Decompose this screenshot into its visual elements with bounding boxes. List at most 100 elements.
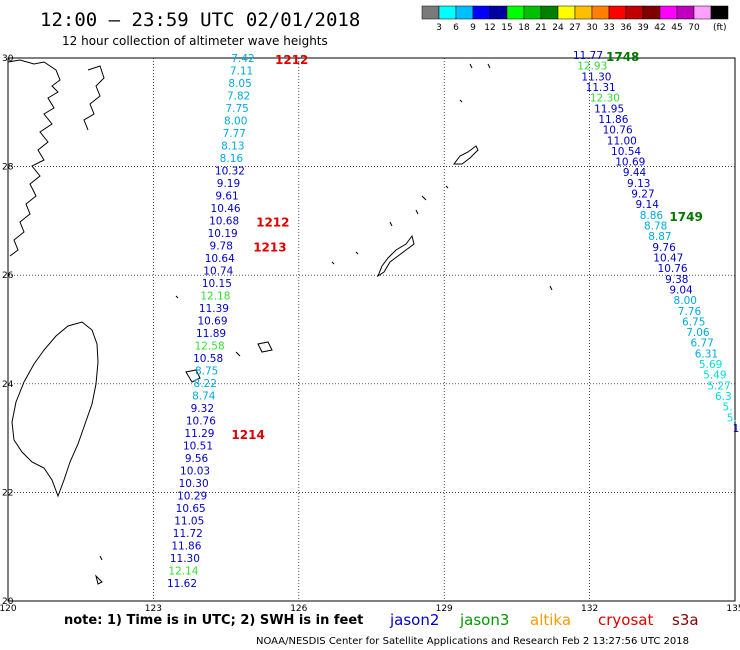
wave-height-label: 7.77 <box>223 128 246 140</box>
colorbar-swatch <box>591 5 610 20</box>
page-subtitle: 12 hour collection of altimeter wave hei… <box>62 34 328 48</box>
wave-height-label: 10.65 <box>176 503 206 515</box>
colorbar-swatch <box>489 5 508 20</box>
wave-height-label: 7.11 <box>230 66 253 78</box>
colorbar-label: 27 <box>569 23 580 33</box>
wave-height-label: 11.89 <box>196 328 226 340</box>
colorbar-label: 70 <box>688 23 700 33</box>
wave-height-label: 9.27 <box>631 189 654 201</box>
wave-height-label: 8.00 <box>674 295 697 307</box>
wave-height-label: 9.44 <box>623 167 647 179</box>
time-label: 1749 <box>669 210 702 224</box>
wave-height-label: 5.27 <box>707 380 730 392</box>
longitude-label: 135 <box>726 604 740 614</box>
wave-height-label: 9.14 <box>636 199 660 211</box>
coastlines <box>7 59 553 585</box>
wave-height-label: 9.13 <box>627 178 650 190</box>
taiwan-coastline <box>11 321 99 498</box>
wave-height-label: 10.03 <box>180 466 210 478</box>
wave-height-label: 7.82 <box>227 91 250 103</box>
longitude-label: 120 <box>0 604 17 614</box>
wave-height-label: 8.22 <box>194 378 217 390</box>
wave-height-label: 11.05 <box>174 516 204 528</box>
wave-height-label: 10.51 <box>183 441 213 453</box>
colorbar-label: 42 <box>654 23 665 33</box>
wave-height-label: 11.39 <box>199 303 229 315</box>
wave-height-label: 10.47 <box>653 252 683 264</box>
colorbar-label: 6 <box>453 23 459 33</box>
time-label: 1748 <box>606 50 639 64</box>
wave-height-label: 10.69 <box>615 157 645 169</box>
time-label: 1212 <box>256 216 289 230</box>
wave-height-label: 11.77 <box>573 50 603 62</box>
wave-height-label: 10.19 <box>208 228 238 240</box>
colorbar-label: 30 <box>586 23 598 33</box>
wave-height-label: 5. <box>727 412 737 424</box>
longitude-label: 123 <box>145 604 162 614</box>
wave-height-label: 11.62 <box>167 578 197 590</box>
footer-note: note: 1) Time is in UTC; 2) SWH is in fe… <box>64 613 363 628</box>
wave-height-label: 10.46 <box>211 203 241 215</box>
colorbar-swatch <box>455 5 474 20</box>
lat-lon-grid <box>8 58 735 601</box>
latitude-labels: 30 28 26 24 22 20 <box>2 54 14 607</box>
wave-height-label: 9.19 <box>217 178 240 190</box>
colorbar-swatch <box>710 5 729 20</box>
wave-height-label: 8.16 <box>220 153 244 165</box>
amami-island <box>453 145 479 165</box>
colorbar-label: 21 <box>535 23 546 33</box>
wave-height-label: 11.30 <box>581 71 611 83</box>
latitude-label: 24 <box>2 380 14 390</box>
wave-height-label: 10.76 <box>658 263 688 275</box>
wave-height-label: 9.76 <box>652 242 676 254</box>
wave-height-label: 6.75 <box>682 316 705 328</box>
legend-cryosat: cryosat <box>598 611 653 629</box>
colorbar-label: 3 <box>436 23 442 33</box>
wave-height-label: 10.15 <box>202 278 232 290</box>
legend-altika: altika <box>530 611 571 629</box>
east-track-labels: 11.7712.9311.3011.3112.3011.9511.8610.76… <box>573 50 739 435</box>
colorbar-swatch <box>523 5 542 20</box>
wave-height-label: 12.14 <box>168 566 198 578</box>
wave-height-label: 7.76 <box>678 306 702 318</box>
wave-height-label: 9.61 <box>215 191 238 203</box>
mainland-coast-islands <box>83 65 105 131</box>
colorbar-label: 12 <box>484 23 495 33</box>
wave-height-label: 11.95 <box>594 103 624 115</box>
colorbar-swatch <box>642 5 661 20</box>
colorbar-label: 15 <box>501 23 512 33</box>
wave-height-label: 12.93 <box>577 61 607 73</box>
colorbar-legend: 3 6 9 12 15 18 21 24 27 30 33 36 39 42 45 70 (ft) <box>421 5 729 33</box>
wave-height-label: 11.86 <box>171 541 201 553</box>
wave-height-label: 7.06 <box>686 327 710 339</box>
colorbar-label: 45 <box>671 23 682 33</box>
wave-height-label: 5.69 <box>699 359 722 371</box>
wave-height-label: 5.49 <box>703 370 726 382</box>
wave-height-label: 9.04 <box>669 284 693 296</box>
longitude-labels: 120 123 126 129 132 135 <box>0 604 740 614</box>
wave-height-label: 10.32 <box>215 166 245 178</box>
colorbar-swatch <box>438 5 457 20</box>
wave-height-label: 8.87 <box>648 231 671 243</box>
latitude-label: 30 <box>2 54 14 64</box>
wave-height-label: 6.77 <box>690 338 713 350</box>
colorbar-label: 18 <box>518 23 530 33</box>
colorbar-label: 33 <box>603 23 614 33</box>
wave-height-label: 8.86 <box>640 210 664 222</box>
wave-height-label: 10.58 <box>193 353 223 365</box>
footer-credit: NOAA/NESDIS Center for Satellite Applica… <box>256 636 689 647</box>
wave-height-label: 8.74 <box>192 391 216 403</box>
miyako-island <box>257 341 273 353</box>
colorbar-swatch <box>506 5 525 20</box>
west-track-labels: 7.427.118.057.827.758.007.778.138.1610.3… <box>167 53 308 590</box>
longitude-label: 126 <box>290 604 307 614</box>
wave-height-label: 9.56 <box>185 453 209 465</box>
latitude-label: 28 <box>2 163 14 173</box>
colorbar-label: 9 <box>470 23 476 33</box>
wave-height-label: 10.69 <box>197 316 227 328</box>
colorbar-swatch <box>676 5 695 20</box>
wave-height-label: 11.31 <box>586 82 616 94</box>
wave-height-label: 7.75 <box>225 103 248 115</box>
wave-height-label: 6.31 <box>695 348 718 360</box>
